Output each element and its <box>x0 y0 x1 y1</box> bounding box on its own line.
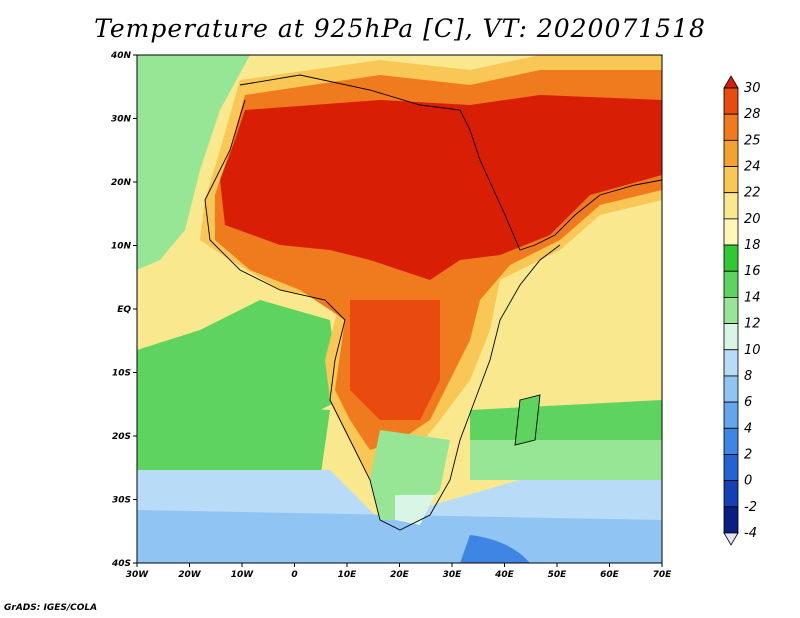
lon-tick-label: 0 <box>291 570 297 580</box>
lat-tick-label: 20S <box>112 432 131 442</box>
lon-tick-label: 40E <box>494 570 515 580</box>
colorbar-swatch <box>723 427 739 455</box>
colorbar-label: 30 <box>744 81 761 96</box>
colorbar-label: 16 <box>744 264 761 279</box>
lat-tick-label: 10N <box>111 242 132 252</box>
lat-tick-label: EQ <box>117 305 131 315</box>
coastlines <box>204 74 662 531</box>
colorbar-swatch <box>723 454 739 482</box>
lon-tick-label: 70E <box>653 570 673 580</box>
colorbar-swatch <box>723 139 739 167</box>
lon-tick-label: 30W <box>126 570 150 580</box>
colorbar-label: -2 <box>744 500 757 515</box>
colorbar-label: 10 <box>744 343 761 358</box>
colorbar-swatch <box>723 113 739 141</box>
colorbar-label: 8 <box>744 369 752 384</box>
colorbar-label: 24 <box>744 160 761 175</box>
colorbar-bottom-arrow <box>723 532 739 546</box>
colorbar-label: -4 <box>744 526 757 541</box>
colorbar-swatch <box>723 166 739 194</box>
lon-tick-label: 10E <box>338 570 358 580</box>
lon-tick-label: 10W <box>231 570 255 580</box>
temperature-field <box>137 55 662 563</box>
colorbar-swatch <box>723 87 739 115</box>
colorbar-swatch <box>723 244 739 272</box>
colorbar-label: 22 <box>744 186 761 201</box>
lat-tick-label: 10S <box>112 369 131 379</box>
colorbar-label: 2 <box>744 447 752 462</box>
colorbar-swatch <box>723 480 739 508</box>
colorbar-label: 6 <box>744 395 752 410</box>
lon-tick-label: 20W <box>178 570 202 580</box>
lat-tick-label: 30S <box>112 496 131 506</box>
colorbar-label: 0 <box>744 474 752 489</box>
colorbar-label: 18 <box>744 238 761 253</box>
lon-tick-label: 60E <box>600 570 620 580</box>
colorbar-swatch <box>723 323 739 351</box>
colorbar-swatch <box>723 375 739 403</box>
lat-tick-label: 40S <box>111 559 131 569</box>
lon-tick-label: 30E <box>443 570 463 580</box>
colorbar-label: 14 <box>744 290 761 305</box>
colorbar-label: 28 <box>744 107 761 122</box>
lon-tick-label: 20E <box>390 570 410 580</box>
lat-tick-label: 20N <box>111 178 132 188</box>
colorbar-label: 25 <box>744 133 761 148</box>
lat-tick-label: 30N <box>111 115 132 125</box>
colorbar-top-arrow <box>723 75 739 89</box>
colorbar-swatch <box>723 506 739 534</box>
lon-tick-label: 50E <box>548 570 568 580</box>
colorbar-swatch <box>723 192 739 220</box>
lat-tick-label: 40N <box>110 51 132 61</box>
colorbar-swatch <box>723 297 739 324</box>
colorbar-label: 20 <box>744 212 761 227</box>
colorbar-swatch <box>723 218 739 246</box>
credit-label: GrADS: IGES/COLA <box>4 603 98 613</box>
colorbar-label: 12 <box>744 317 761 332</box>
colorbar-swatch <box>723 401 739 429</box>
colorbar-swatch <box>723 349 739 377</box>
map-title: Temperature at 925hPa [C], VT: 202007151… <box>94 14 706 43</box>
colorbar-label: 4 <box>744 421 752 436</box>
colorbar-swatch <box>723 270 739 298</box>
